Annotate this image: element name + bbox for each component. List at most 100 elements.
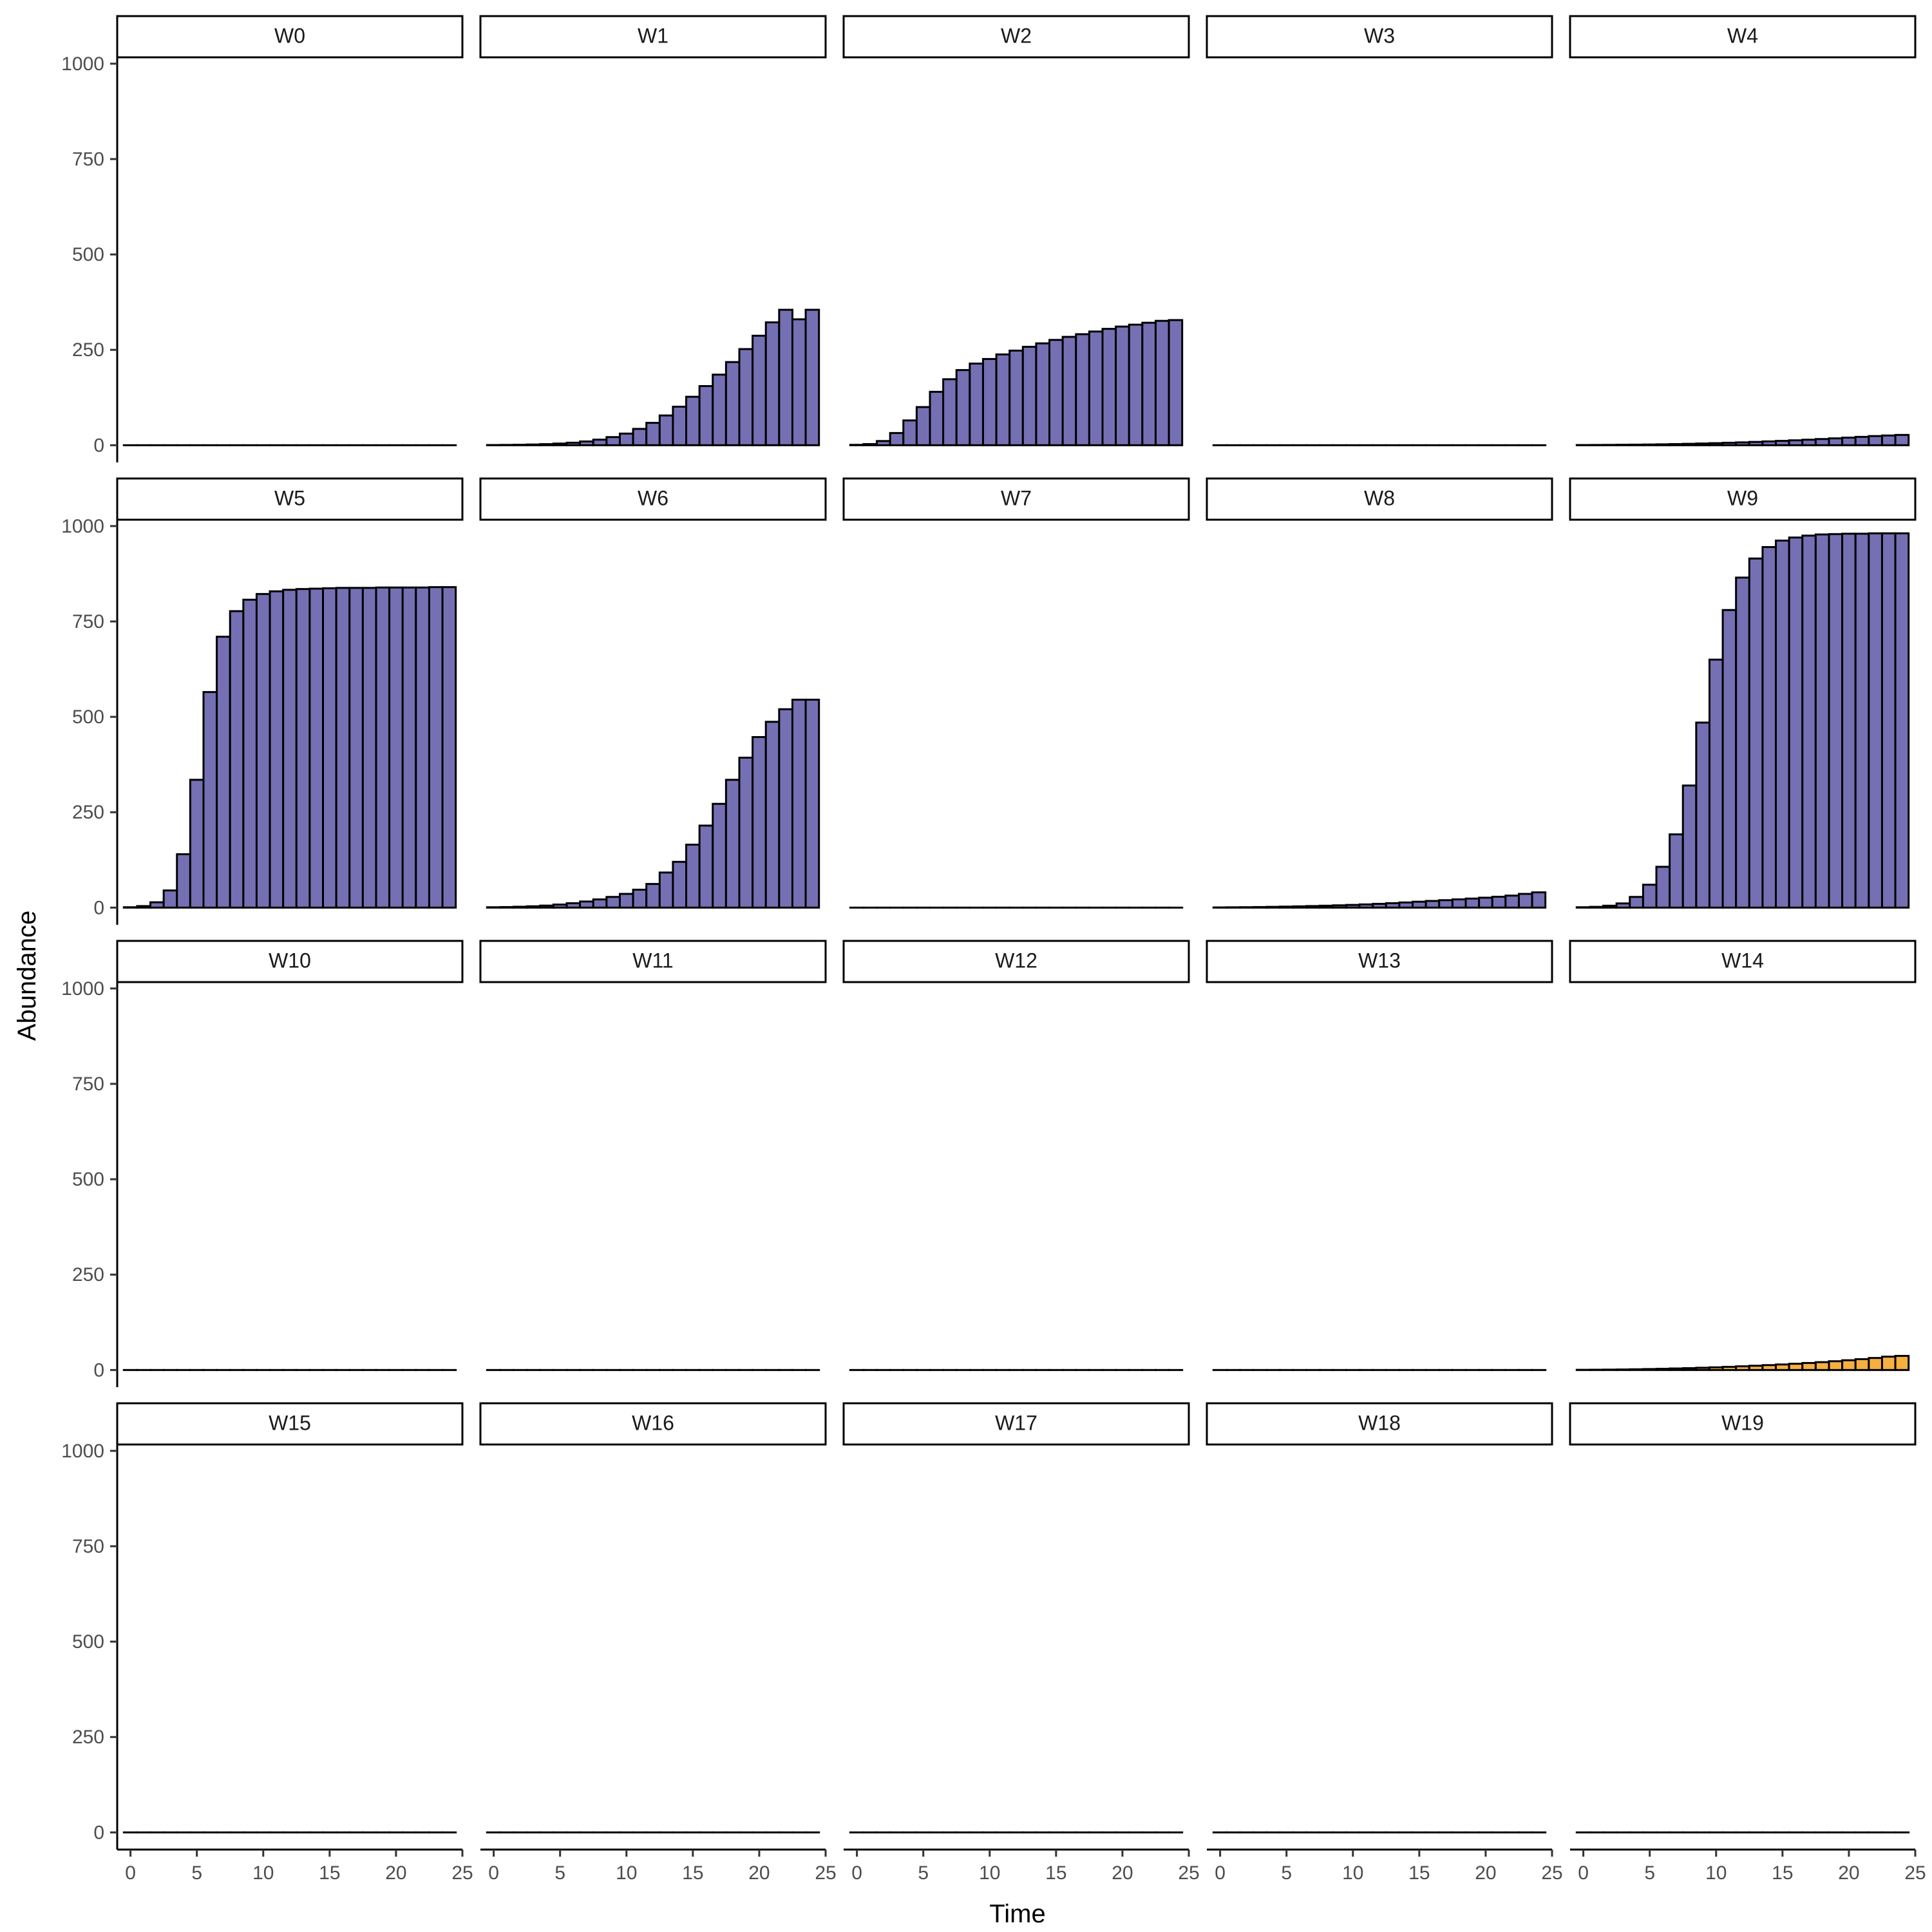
- bar: [724, 779, 741, 909]
- bar: [282, 589, 298, 909]
- bar: [1655, 866, 1671, 909]
- strip-w5: [116, 477, 464, 521]
- bar: [322, 587, 337, 909]
- bar: [242, 598, 258, 909]
- bar: [388, 586, 404, 909]
- bar: [149, 901, 165, 909]
- bar: [1695, 721, 1710, 909]
- bar: [1655, 1367, 1671, 1371]
- bar: [929, 390, 945, 446]
- bar: [1748, 1365, 1764, 1371]
- bar: [1788, 439, 1804, 446]
- bar: [778, 308, 793, 446]
- bar: [1154, 319, 1170, 446]
- bar: [1801, 535, 1817, 909]
- bar: [1868, 532, 1883, 909]
- bar: [1669, 1367, 1684, 1371]
- bar: [1464, 897, 1481, 909]
- bar: [1880, 1356, 1897, 1371]
- plot-area: 0 5 10 15 20 25: [1207, 1831, 1563, 1884]
- y-tick-label: 500: [72, 1631, 104, 1653]
- bar: [1385, 902, 1401, 909]
- bar: [401, 586, 417, 909]
- y-tick-label: 500: [72, 244, 104, 265]
- plot-area: 0 250 500 750 1000 0 5 10 15 20 25: [61, 1441, 473, 1884]
- panel-w16: W16 0 5 10 15 20 25: [479, 1402, 837, 1884]
- bar: [1708, 442, 1724, 446]
- bar: [1841, 437, 1857, 446]
- strip-label: W17: [995, 1411, 1037, 1434]
- x-tick-label: 20: [1838, 1862, 1859, 1884]
- y-tick-label: 250: [72, 1727, 104, 1748]
- x-tick-label: 15: [1772, 1862, 1793, 1884]
- strip-w14: [1569, 940, 1917, 983]
- bar: [618, 893, 634, 909]
- strip-label: W2: [1001, 24, 1032, 47]
- panel-w14: W14: [1569, 940, 1917, 1371]
- y-tick-label: 250: [72, 802, 104, 823]
- bar: [1642, 1368, 1658, 1371]
- bar: [658, 414, 674, 446]
- bar: [1801, 439, 1817, 446]
- bar: [1318, 904, 1334, 909]
- strip-label: W12: [995, 949, 1037, 972]
- bar: [1681, 784, 1698, 909]
- x-tick-label: 5: [918, 1862, 929, 1884]
- bar: [778, 708, 793, 909]
- bar: [738, 348, 754, 446]
- strip-label: W15: [269, 1411, 311, 1434]
- bar: [1128, 323, 1144, 446]
- bar: [752, 736, 767, 909]
- strip-label: W8: [1364, 486, 1395, 509]
- bar: [1880, 532, 1897, 909]
- bar: [526, 443, 542, 446]
- plot-area: [1575, 433, 1910, 446]
- bar: [1615, 444, 1631, 446]
- plot-area: 0 5 10 15 20 25: [844, 1831, 1200, 1884]
- panel-w6: W6: [479, 477, 827, 909]
- bar: [1669, 443, 1684, 446]
- bar: [1655, 443, 1671, 446]
- bar: [1761, 440, 1777, 446]
- bar: [876, 440, 891, 446]
- bar: [791, 318, 807, 446]
- x-tick-label: 5: [1644, 1862, 1655, 1884]
- panel-w7: W7: [842, 477, 1190, 909]
- bar: [752, 334, 767, 446]
- plot-area: [849, 319, 1184, 446]
- strip-label: W18: [1358, 1411, 1401, 1434]
- bar: [791, 698, 807, 909]
- panel-w1: W1: [479, 15, 827, 446]
- panel-w11: W11: [479, 940, 827, 1371]
- bar: [1721, 609, 1738, 909]
- bar: [1451, 898, 1467, 909]
- strip-w7: [842, 477, 1190, 521]
- bar: [202, 691, 218, 909]
- strip-w17: [842, 1402, 1190, 1446]
- bar: [1009, 349, 1024, 446]
- strip-label: W13: [1358, 949, 1401, 972]
- bar: [645, 883, 661, 909]
- bar: [764, 321, 781, 446]
- panel-w19: W19 0 5 10 15 20 25: [1569, 1402, 1926, 1884]
- bar: [136, 905, 152, 909]
- strip-label: W6: [638, 486, 668, 509]
- bar: [804, 698, 820, 909]
- bar: [862, 443, 878, 446]
- bar: [513, 444, 528, 446]
- bar: [1814, 438, 1830, 446]
- bar: [295, 588, 311, 909]
- bar: [162, 889, 178, 909]
- bar: [1602, 904, 1618, 909]
- y-tick-label: 1000: [61, 516, 104, 537]
- y-tick-label: 1000: [61, 1441, 104, 1462]
- strip-w6: [479, 477, 827, 521]
- strip-w9: [1569, 477, 1917, 521]
- panel-w12: W12: [842, 940, 1190, 1371]
- x-tick-label: 25: [451, 1862, 473, 1884]
- bar: [1735, 441, 1750, 446]
- y-tick-label: 1000: [61, 978, 104, 999]
- bar: [632, 888, 648, 909]
- bar: [1517, 893, 1533, 909]
